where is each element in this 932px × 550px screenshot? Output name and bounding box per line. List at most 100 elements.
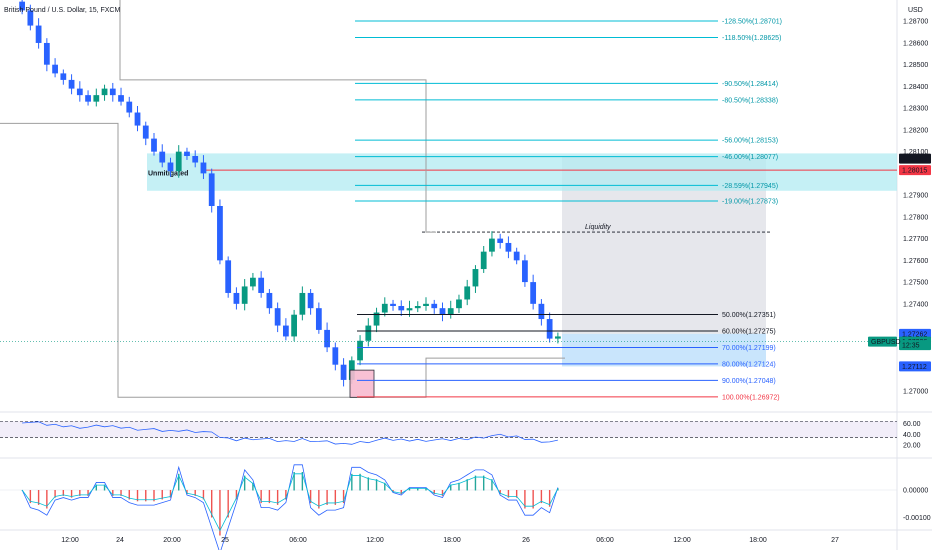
candle-body xyxy=(423,303,429,306)
macd-hist-bar xyxy=(482,475,485,491)
macd-hist-bar xyxy=(557,488,559,491)
fib-level-label: -46.00%(1.28077) xyxy=(722,154,778,161)
time-tick-label: 18:00 xyxy=(443,537,461,544)
rsi-tick-label: 60.00 xyxy=(903,421,921,428)
fib-level-label: -19.00%(1.27873) xyxy=(722,199,778,206)
candle-body xyxy=(266,292,273,309)
price-badge-text: 1.28015 xyxy=(902,168,927,175)
candle-body xyxy=(324,329,330,348)
retracement-label: 90.00%(1.27048) xyxy=(722,378,776,385)
macd-hist-bar xyxy=(309,490,312,504)
range-boundary-lower xyxy=(0,122,565,398)
macd-hist-bar xyxy=(161,490,163,500)
candle-body xyxy=(27,10,34,26)
macd-line xyxy=(21,464,559,550)
macd-hist-bar xyxy=(186,490,188,495)
retracement-label: 70.00%(1.27199) xyxy=(722,345,776,352)
macd-hist-bar xyxy=(128,490,130,500)
macd-hist-bar xyxy=(243,475,246,491)
macd-hist-bar xyxy=(433,490,435,495)
price-badge xyxy=(899,328,931,339)
candle-body xyxy=(291,314,298,337)
macd-hist-bar xyxy=(95,484,98,491)
price-badge xyxy=(899,165,931,176)
macd-hist-bar xyxy=(46,490,48,509)
candle-body xyxy=(101,88,108,96)
macd-hist-bar xyxy=(194,490,196,496)
macd-hist-bar xyxy=(136,490,139,502)
price-tick-label: 1.28400 xyxy=(903,84,928,91)
macd-hist-bar xyxy=(62,490,65,496)
unmitigated-zone xyxy=(147,153,897,191)
retracement-label: 50.00%(1.27351) xyxy=(722,312,776,319)
time-tick-label: 25 xyxy=(221,537,229,544)
currency-label: USD xyxy=(908,7,923,14)
candle-body xyxy=(489,238,495,252)
rsi-tick-label: 40.00 xyxy=(903,432,921,439)
macd-hist-bar xyxy=(384,482,386,491)
candle-body xyxy=(390,303,396,306)
candle-body xyxy=(365,325,372,341)
target-zone xyxy=(562,333,766,367)
candle-body xyxy=(76,88,83,96)
fib-level-label: -80.50%(1.28338) xyxy=(722,97,778,104)
candle-body xyxy=(233,292,240,304)
macd-hist-bar xyxy=(178,473,180,491)
candle-body xyxy=(109,88,116,96)
time-tick-label: 12:00 xyxy=(673,537,691,544)
candles-layer xyxy=(19,0,561,398)
time-tick-label: 24 xyxy=(116,537,124,544)
macd-hist-bar xyxy=(285,490,287,500)
price-badge-text: 1.27262 xyxy=(902,331,927,338)
candle-body xyxy=(332,347,339,365)
macd-hist-bar xyxy=(210,490,213,518)
fib-level-label: -28.59%(1.27945) xyxy=(722,183,778,190)
candle-body xyxy=(250,277,256,287)
macd-tick-label: -0.00100 xyxy=(903,515,931,522)
rsi-tick-label: 20.00 xyxy=(903,443,921,450)
fib-level-label: -118.50%(1.28625) xyxy=(722,35,781,42)
price-badge-text: 1.27112 xyxy=(902,364,927,371)
macd-hist-bar xyxy=(367,477,370,491)
macd-hist-bar xyxy=(54,490,56,498)
candle-body xyxy=(282,325,289,337)
symbol-badge-text: GBPUSD xyxy=(871,339,901,346)
candle-body xyxy=(192,156,199,163)
candle-body xyxy=(497,238,504,243)
macd-hist-bar xyxy=(400,490,402,495)
time-tick-label: 20:00 xyxy=(163,537,181,544)
macd-hist-bar xyxy=(515,490,518,498)
macd-hist-bar xyxy=(37,490,40,505)
candle-body xyxy=(241,286,248,304)
candle-body xyxy=(19,1,26,11)
rsi-line xyxy=(22,421,558,445)
candle-body xyxy=(35,25,42,43)
macd-hist-bar xyxy=(417,488,419,491)
candle-body xyxy=(217,206,223,261)
price-tick-label: 1.28700 xyxy=(903,19,928,26)
chart-title: British Pound / U.S. Dollar, 15, FXCM xyxy=(4,7,120,14)
macd-hist-bar xyxy=(359,473,361,491)
candle-body xyxy=(208,173,215,206)
time-tick-label: 06:00 xyxy=(289,537,307,544)
candle-body xyxy=(373,312,380,326)
macd-hist-bar xyxy=(235,490,238,500)
candle-body xyxy=(431,303,438,309)
macd-hist-bar xyxy=(375,479,378,491)
macd-hist-bar xyxy=(268,490,271,504)
price-badge xyxy=(899,361,931,372)
macd-hist-bar xyxy=(169,490,172,498)
price-badge-text: 12:35 xyxy=(902,343,920,350)
time-tick-label: 18:00 xyxy=(749,537,767,544)
macd-hist-bar xyxy=(532,490,534,509)
candle-body xyxy=(93,95,100,102)
time-tick-label: 06:00 xyxy=(596,537,614,544)
indicator-layer: 60.00 40.00 20.00 0.00000 -0.00100 xyxy=(0,421,931,550)
candle-body xyxy=(472,269,479,287)
candle-body xyxy=(315,308,322,330)
price-tick-label: 1.28600 xyxy=(903,40,928,47)
price-tick-label: 1.27800 xyxy=(903,214,928,221)
